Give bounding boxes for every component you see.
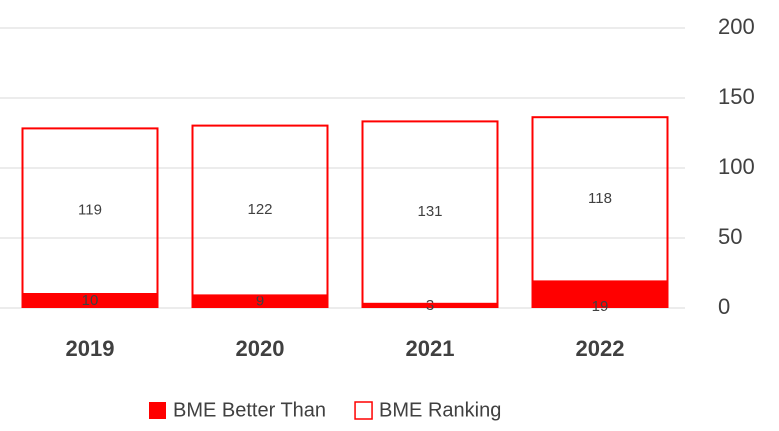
value-label: 131: [417, 203, 442, 220]
value-label: 3: [426, 297, 434, 314]
x-tick-label: 2020: [236, 336, 285, 361]
value-label: 9: [256, 293, 264, 310]
bar-segment: [361, 303, 499, 308]
x-tick-label: 2021: [406, 336, 455, 361]
value-label: 19: [592, 298, 609, 315]
bar-segment: [21, 294, 159, 308]
x-tick-label: 2019: [66, 336, 115, 361]
legend-label: BME Ranking: [379, 399, 501, 421]
bar-segment: [21, 127, 159, 295]
y-tick-label: 150: [718, 84, 755, 109]
bar-segment: [191, 124, 329, 297]
legend-swatch: [354, 401, 373, 420]
y-tick-label: 200: [718, 14, 755, 39]
bar-segment: [191, 295, 329, 308]
value-label: 119: [78, 202, 102, 219]
y-tick-label: 50: [718, 224, 742, 249]
legend-swatch: [149, 402, 166, 419]
y-tick-label: 0: [718, 294, 730, 319]
value-label: 122: [247, 201, 272, 218]
x-tick-label: 2022: [576, 336, 625, 361]
value-label: 118: [588, 190, 612, 207]
value-label: 10: [82, 292, 99, 309]
bar-segment: [531, 281, 669, 308]
y-tick-label: 100: [718, 154, 755, 179]
bar-segment: [531, 116, 669, 283]
legend-label: BME Better Than: [173, 399, 326, 421]
bar-segment: [361, 120, 499, 305]
